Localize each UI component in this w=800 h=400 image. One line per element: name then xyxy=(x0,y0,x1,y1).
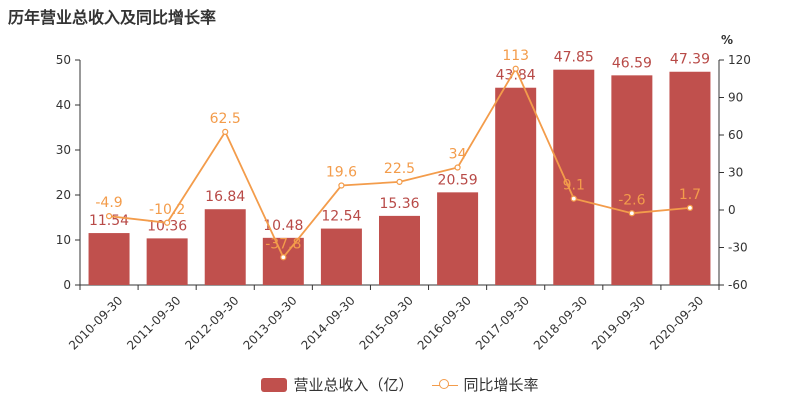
legend-label-growth: 同比增长率 xyxy=(463,376,539,394)
line-value-label: 9.1 xyxy=(563,178,585,194)
line-point[interactable] xyxy=(512,65,519,72)
x-tick-label: 2020-09-30 xyxy=(647,293,706,352)
y-left-tick-label: 0 xyxy=(63,278,71,292)
y-right-tick-label: 30 xyxy=(728,166,743,180)
legend-swatch-line xyxy=(431,378,458,392)
x-tick-label: 2017-09-30 xyxy=(473,293,532,352)
line-series xyxy=(105,65,694,261)
y-right-tick-label: 60 xyxy=(728,128,743,142)
line-point[interactable] xyxy=(628,210,635,217)
chart-title: 历年营业总收入及同比增长率 xyxy=(8,8,217,27)
bar[interactable] xyxy=(437,192,479,285)
line-point[interactable] xyxy=(454,164,461,171)
x-tick-label: 2010-09-30 xyxy=(66,293,125,352)
line-value-label: -37.8 xyxy=(265,236,301,252)
legend-item-revenue[interactable]: 营业总收入（亿） xyxy=(261,374,414,395)
line-value-label: 34 xyxy=(449,147,467,163)
x-tick-label: 2011-09-30 xyxy=(124,293,183,352)
line-point[interactable] xyxy=(338,182,345,189)
x-tick-label: 2014-09-30 xyxy=(299,293,358,352)
bar[interactable] xyxy=(379,215,420,285)
y-right-tick-label: 0 xyxy=(728,203,736,217)
line-point[interactable] xyxy=(164,219,171,226)
bar[interactable] xyxy=(204,209,246,285)
line-value-label: 22.5 xyxy=(384,161,415,177)
bar[interactable] xyxy=(495,87,537,285)
bar-value-label: 15.36 xyxy=(379,196,419,212)
y-right-tick-label: 120 xyxy=(728,53,751,67)
bar-value-label: 12.54 xyxy=(321,209,361,225)
bar[interactable] xyxy=(146,238,188,285)
bar-series xyxy=(88,69,711,286)
x-tick-label: 2013-09-30 xyxy=(240,293,299,352)
bar[interactable] xyxy=(553,69,595,285)
line-value-label: 62.5 xyxy=(210,111,241,127)
bar-value-label: 16.84 xyxy=(205,189,245,205)
line-point[interactable] xyxy=(570,195,577,202)
x-tick-label: 2019-09-30 xyxy=(589,293,648,352)
y-right-tick-label: -60 xyxy=(728,278,748,292)
bar-labels: 11.54 10.3616.8410.4812.5415.3620.5943.84… xyxy=(89,50,710,235)
y-left-tick-label: 30 xyxy=(56,143,71,157)
line-point[interactable] xyxy=(396,178,403,185)
legend: 营业总收入（亿） 同比增长率 xyxy=(0,374,800,395)
y-right-tick-label: -30 xyxy=(728,241,748,255)
y-left-tick-label: 40 xyxy=(56,98,71,112)
y-left-tick-label: 50 xyxy=(56,53,71,67)
bar-value-label: 10.48 xyxy=(263,218,303,234)
line-point[interactable] xyxy=(280,254,287,261)
bar-value-label: 47.39 xyxy=(670,52,710,68)
bar-value-label: 43.84 xyxy=(496,68,536,84)
y-right-tick-label: 90 xyxy=(728,91,743,105)
legend-label-revenue: 营业总收入（亿） xyxy=(293,376,414,394)
bar[interactable] xyxy=(611,75,653,285)
line-point[interactable] xyxy=(686,204,694,211)
legend-item-growth[interactable]: 同比增长率 xyxy=(431,374,539,395)
x-tick-label: 2018-09-30 xyxy=(531,293,590,352)
bar[interactable] xyxy=(88,233,130,285)
line-point[interactable] xyxy=(105,213,113,220)
y-left-tick-label: 10 xyxy=(56,233,71,247)
bar-value-label: 20.59 xyxy=(438,172,478,188)
bar[interactable] xyxy=(669,71,711,286)
bar[interactable] xyxy=(320,228,362,285)
bar-value-label: 46.59 xyxy=(612,55,652,71)
bar-value-label: 47.85 xyxy=(554,50,594,66)
y-left-tick-label: 20 xyxy=(56,188,71,202)
line-value-label: 113 xyxy=(502,48,529,64)
x-tick-label: 2015-09-30 xyxy=(357,293,416,352)
bar[interactable] xyxy=(262,237,304,285)
line-value-label: -4.9 xyxy=(95,195,122,211)
x-tick-label: 2016-09-30 xyxy=(415,293,474,352)
line-value-label: 1.7 xyxy=(679,187,701,203)
line-value-label: 19.6 xyxy=(326,165,357,181)
line-labels: -4.9 -10.2 62.5 -37.8 19.6 22.5 34 113 9.1 -2.6 1.… xyxy=(95,48,701,253)
y-right-unit: % xyxy=(721,33,733,47)
line-value-label: -10.2 xyxy=(149,202,185,218)
line-point[interactable] xyxy=(222,128,229,135)
x-tick-label: 2012-09-30 xyxy=(182,293,241,352)
line-value-label: -2.6 xyxy=(618,192,645,208)
legend-swatch-bar xyxy=(261,377,288,392)
